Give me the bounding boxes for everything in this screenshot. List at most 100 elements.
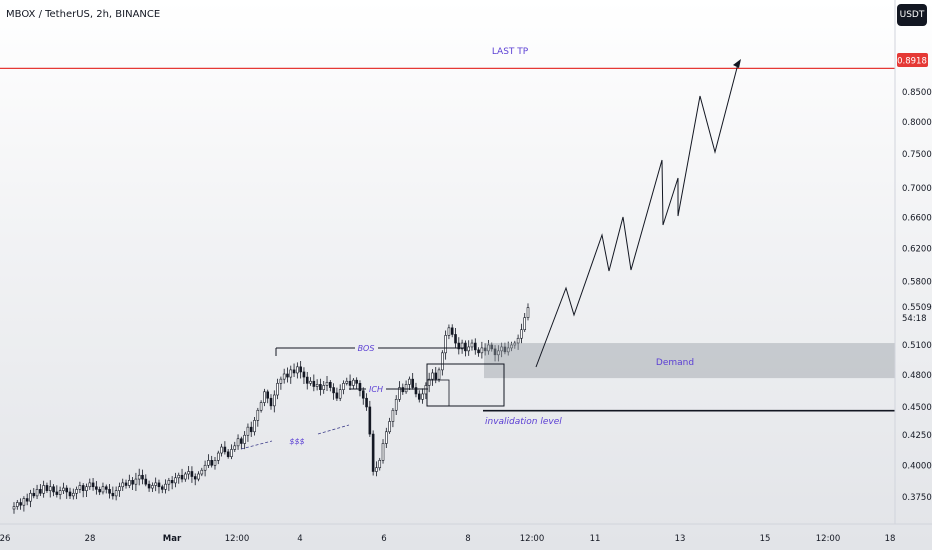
- candle-down: [302, 371, 306, 378]
- candle-up: [352, 379, 355, 386]
- candle-down: [65, 487, 69, 493]
- candle-down: [473, 342, 477, 351]
- price-tick-label: 0.8000: [902, 118, 932, 128]
- candle-down: [368, 406, 372, 435]
- candle-up: [85, 486, 88, 491]
- candle-up: [516, 337, 520, 344]
- time-tick-label: 12:00: [520, 534, 545, 544]
- candle-up: [460, 342, 464, 350]
- candles-layer: [12, 303, 530, 514]
- time-tick-label: 12:00: [225, 534, 250, 544]
- candle-up: [296, 366, 299, 374]
- candle-down: [312, 380, 316, 387]
- candle-up: [62, 487, 65, 491]
- candle-down: [144, 478, 148, 485]
- candle-up: [263, 391, 266, 403]
- candle-down: [141, 474, 144, 480]
- price-tick-label: 0.4250: [902, 431, 932, 441]
- candle-up: [506, 347, 510, 353]
- candle-up: [375, 467, 378, 472]
- projection-path[interactable]: [535, 63, 739, 368]
- candle-down: [335, 392, 339, 399]
- time-tick-label: 4: [297, 534, 302, 544]
- candle-up: [388, 421, 391, 433]
- candle-up: [487, 344, 490, 352]
- bar-countdown: 54:18: [902, 314, 927, 324]
- candle-up: [256, 409, 260, 421]
- price-tick-label: 0.5100: [902, 341, 932, 351]
- time-tick-label: Mar: [163, 534, 182, 544]
- candle-up: [431, 372, 434, 380]
- candle-up: [216, 452, 220, 461]
- candle-up: [128, 480, 131, 486]
- candle-down: [39, 489, 42, 494]
- candle-down: [68, 491, 72, 497]
- candle-up: [78, 485, 82, 490]
- candle-up: [174, 477, 177, 484]
- candle-up: [309, 380, 312, 384]
- candle-down: [401, 387, 405, 393]
- candle-up: [48, 486, 52, 491]
- candle-down: [111, 492, 115, 497]
- candle-down: [454, 334, 457, 344]
- candle-up: [441, 352, 444, 371]
- candle-down: [19, 502, 22, 506]
- currency-button[interactable]: USDT: [897, 4, 927, 26]
- candle-up: [253, 420, 256, 433]
- candle-up: [480, 347, 484, 354]
- candle-up: [246, 426, 250, 436]
- candle-down: [223, 446, 227, 453]
- candle-down: [286, 373, 289, 378]
- demand-zone[interactable]: [484, 343, 895, 379]
- candle-up: [467, 346, 470, 352]
- price-tick-label: 0.6200: [902, 244, 932, 254]
- price-axis[interactable]: 0.8500 0.8000 0.7500 0.7000 0.6600 0.6200 0.58…: [894, 0, 932, 524]
- candle-down: [240, 438, 243, 444]
- candle-down: [299, 366, 302, 373]
- candle-up: [197, 473, 200, 480]
- candle-down: [358, 383, 362, 392]
- candle-up: [187, 471, 190, 475]
- candle-up: [513, 342, 517, 346]
- candle-up: [114, 490, 118, 497]
- candle-up: [154, 482, 157, 486]
- candle-down: [450, 327, 454, 335]
- candle-up: [88, 482, 92, 488]
- candle-up: [200, 469, 204, 475]
- candle-up: [378, 460, 382, 469]
- candle-up: [447, 327, 451, 336]
- time-tick-label: 18: [885, 534, 896, 544]
- candle-down: [157, 482, 161, 488]
- candle-up: [427, 378, 431, 386]
- time-tick-label: 13: [675, 534, 686, 544]
- time-tick-label: 8: [465, 534, 470, 544]
- demand-label: Demand: [656, 358, 694, 368]
- price-tick-label: 0.5509: [902, 303, 932, 313]
- candle-up: [243, 434, 246, 444]
- invalidation-label: invalidation level: [485, 417, 562, 427]
- candle-down: [490, 344, 494, 350]
- candle-down: [371, 433, 375, 472]
- liquidity-dashed-line[interactable]: [240, 424, 350, 450]
- price-tick-label: 0.8500: [902, 88, 932, 98]
- candle-up: [29, 492, 32, 502]
- candle-up: [282, 373, 286, 380]
- candle-up: [22, 498, 26, 506]
- candle-up: [220, 446, 223, 454]
- candle-down: [483, 347, 487, 352]
- time-axis[interactable]: 26 28 Mar 12:00 4 6 8 12:00 11 13 15 12:00 18: [0, 523, 932, 544]
- symbol-title: MBOX / TetherUS, 2h, BINANCE: [6, 9, 161, 20]
- time-tick-label: 6: [381, 534, 386, 544]
- last-tp-price-badge: [897, 53, 928, 67]
- candle-up: [289, 369, 293, 378]
- candle-down: [329, 381, 332, 388]
- time-tick-label: 15: [760, 534, 771, 544]
- time-tick-label: 28: [85, 534, 96, 544]
- candle-up: [213, 460, 217, 466]
- breakout-box[interactable]: [426, 379, 450, 407]
- candle-down: [503, 346, 507, 353]
- candle-up: [184, 473, 187, 480]
- candle-up: [134, 478, 138, 485]
